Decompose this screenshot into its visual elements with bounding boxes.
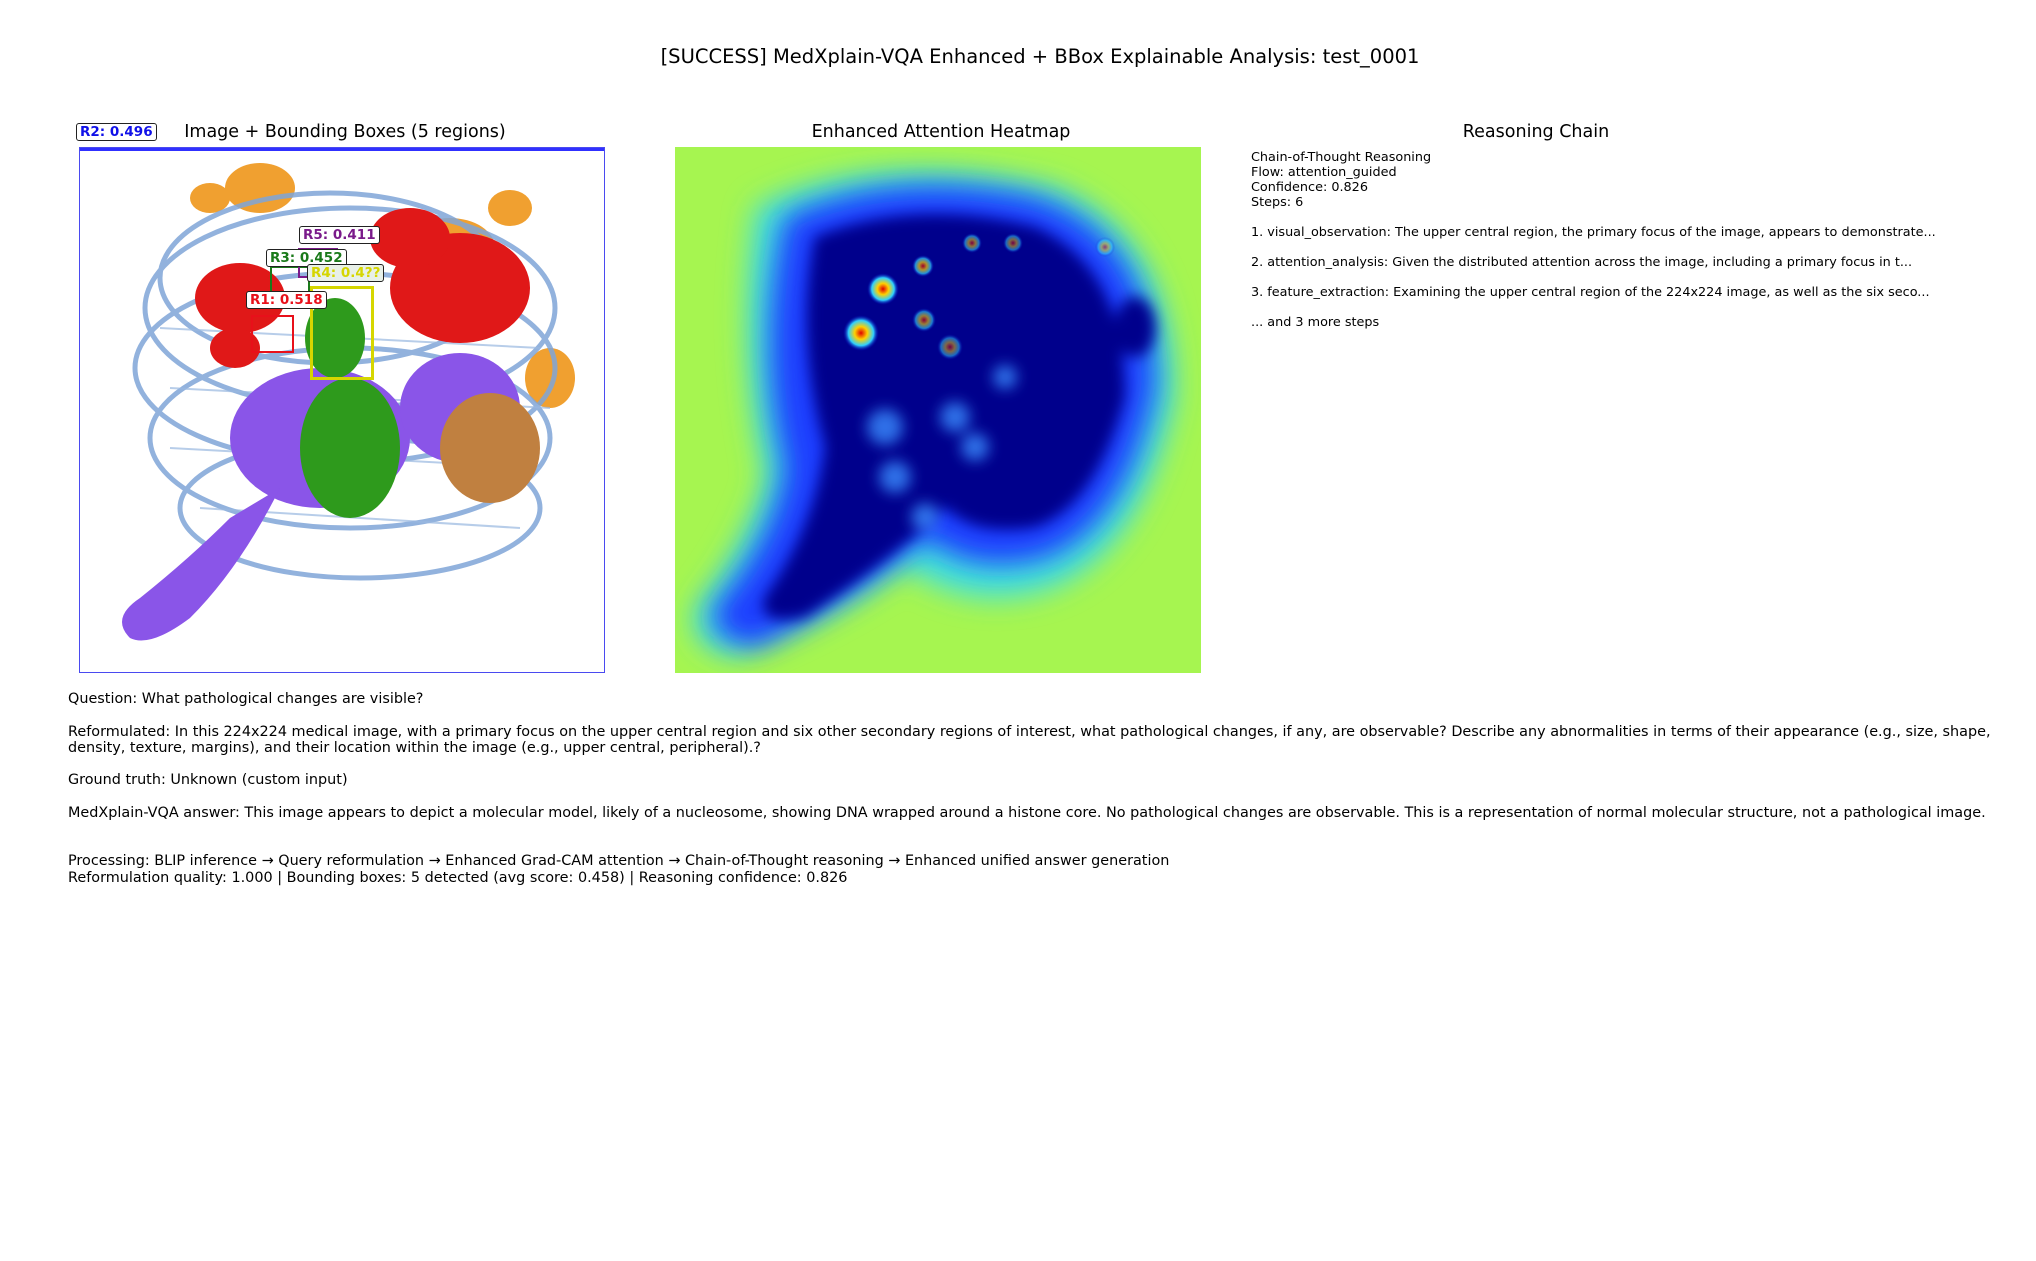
reasoning-step: 1. visual_observation: The upper central…: [1251, 225, 1936, 240]
reasoning-step: 2. attention_analysis: Given the distrib…: [1251, 255, 1913, 270]
bbox-label-r3: R3: 0.452: [266, 249, 347, 267]
reasoning-flow: Flow: attention_guided: [1251, 165, 1397, 180]
figure-title: [SUCCESS] MedXplain-VQA Enhanced + BBox …: [660, 45, 1420, 68]
reasoning-confidence: Confidence: 0.826: [1251, 180, 1368, 195]
ground-truth-text: Ground truth: Unknown (custom input): [68, 772, 348, 788]
reasoning-header: Chain-of-Thought Reasoning: [1251, 150, 1432, 165]
answer-text: MedXplain-VQA answer: This image appears…: [68, 805, 1986, 821]
reasoning-panel-title: Reasoning Chain: [1462, 122, 1610, 142]
bbox-label-r4: R4: 0.4??: [307, 264, 385, 282]
molecular-model-graphic: [122, 163, 575, 641]
bbox-r4: [310, 286, 374, 380]
bbox-label-r5: R5: 0.411: [299, 226, 380, 244]
image-panel-title: Image + Bounding Boxes (5 regions): [184, 122, 506, 142]
reasoning-step: 3. feature_extraction: Examining the upp…: [1251, 285, 1930, 300]
question-text: Question: What pathological changes are …: [68, 691, 424, 707]
reasoning-more-steps: ... and 3 more steps: [1251, 315, 1380, 330]
quality-metrics-text: Reformulation quality: 1.000 | Bounding …: [68, 870, 848, 886]
heatmap-graphic: [693, 171, 1175, 657]
bbox-label-r2: R2: 0.496: [76, 123, 157, 141]
reformulated-question-text: Reformulated: In this 224x224 medical im…: [68, 724, 1991, 756]
bbox-label-r1: R1: 0.518: [246, 291, 327, 309]
heatmap-panel-title: Enhanced Attention Heatmap: [811, 122, 1071, 142]
reasoning-steps-count: Steps: 6: [1251, 195, 1304, 210]
bbox-r1: [251, 315, 294, 353]
processing-pipeline-text: Processing: BLIP inference → Query refor…: [68, 853, 1170, 869]
attention-heatmap: [675, 147, 1201, 673]
reasoning-chain-text: Chain-of-Thought Reasoning Flow: attenti…: [1251, 150, 1936, 330]
